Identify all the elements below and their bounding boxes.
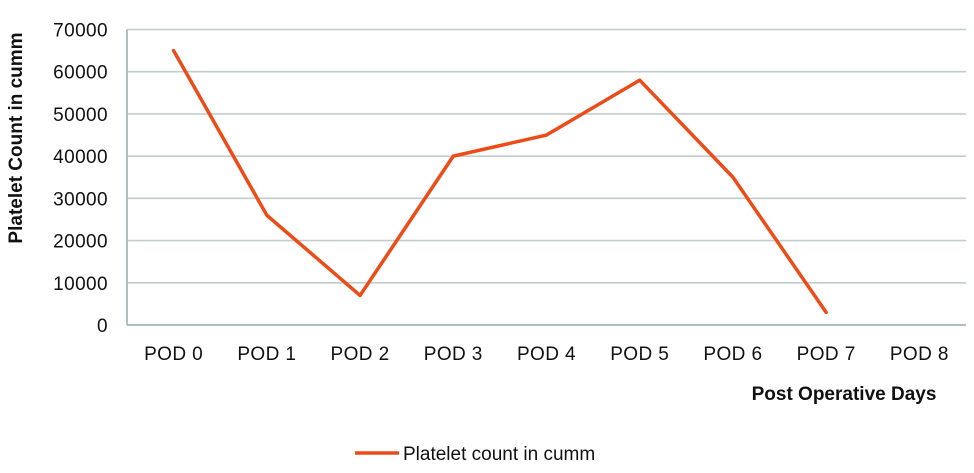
y-tick-label: 60000 <box>53 63 108 84</box>
x-tick-label: POD 0 <box>144 344 203 365</box>
y-tick-label: 10000 <box>53 274 108 295</box>
x-tick-label: POD 5 <box>610 344 669 365</box>
x-tick-label: POD 3 <box>424 344 483 365</box>
x-tick-label: POD 6 <box>703 344 762 365</box>
legend-label: Platelet count in cumm <box>403 444 595 465</box>
y-tick-label: 40000 <box>53 147 108 168</box>
series-lines <box>171 48 828 315</box>
x-axis-title: Post Operative Days <box>752 384 937 405</box>
y-axis-tick-labels: 0 10000 20000 30000 40000 50000 60000 70000 <box>53 21 108 338</box>
x-tick-label: POD 7 <box>797 344 856 365</box>
x-tick-label: POD 4 <box>517 344 576 365</box>
y-tick-label: 0 <box>97 316 108 337</box>
gridlines <box>127 28 966 284</box>
x-tick-label: POD 2 <box>331 344 390 365</box>
x-axis-tick-labels: POD 0 POD 1 POD 2 POD 3 POD 4 POD 5 POD 6 POD 7… <box>144 344 949 365</box>
y-tick-label: 70000 <box>53 21 108 42</box>
series-line <box>171 48 828 315</box>
x-tick-label: POD 8 <box>890 344 949 365</box>
y-tick-label: 50000 <box>53 105 108 126</box>
axes <box>126 29 966 326</box>
y-tick-label: 30000 <box>53 189 108 210</box>
y-axis-title: Platelet Count in cumm <box>6 32 27 243</box>
x-tick-label: POD 1 <box>237 344 296 365</box>
legend: Platelet count in cumm <box>355 444 595 465</box>
y-tick-label: 20000 <box>53 232 108 253</box>
